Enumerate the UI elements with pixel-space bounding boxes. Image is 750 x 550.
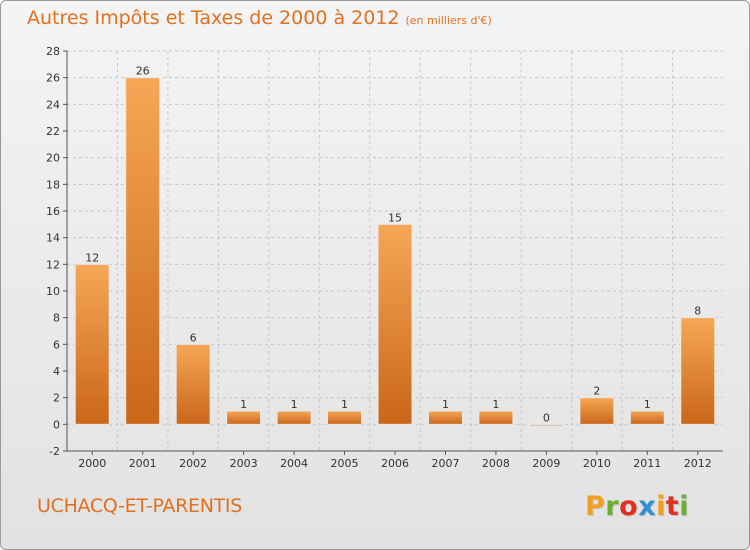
x-tick-label: 2004: [280, 457, 308, 470]
y-tick-label: 10: [46, 285, 60, 298]
x-tick-label: 2011: [633, 457, 661, 470]
bar: [478, 410, 514, 425]
y-tick-label: 24: [46, 98, 60, 111]
commune-name: UCHACQ-ET-PARENTIS: [37, 495, 242, 517]
data-label: 1: [341, 398, 348, 411]
bar: [377, 223, 413, 425]
bar: [175, 343, 211, 425]
chart-title-text: Autres Impôts et Taxes de 2000 à 2012: [27, 7, 400, 29]
bar: [276, 410, 312, 425]
data-label: 2: [593, 385, 600, 398]
data-label: 26: [136, 65, 150, 78]
y-tick-label: 18: [46, 178, 60, 191]
data-label: 8: [694, 305, 701, 318]
chart-title: Autres Impôts et Taxes de 2000 à 2012 (en…: [27, 7, 492, 29]
logo-letter: i: [656, 491, 666, 522]
bar: [226, 410, 262, 425]
x-tick-label: 2001: [129, 457, 157, 470]
bar: [528, 423, 564, 427]
logo-letter: t: [665, 491, 680, 522]
bar: [74, 263, 110, 425]
data-label: 6: [190, 331, 197, 344]
data-label: 1: [240, 398, 247, 411]
y-tick-label: 20: [46, 152, 60, 165]
data-label: 1: [492, 398, 499, 411]
y-tick-label: 28: [46, 45, 60, 58]
bar: [327, 410, 363, 425]
x-tick-label: 2005: [331, 457, 359, 470]
data-label: 1: [442, 398, 449, 411]
data-label: 12: [85, 251, 99, 264]
proxiti-logo: Proxiti: [585, 491, 689, 522]
bar: [579, 397, 615, 425]
y-tick-label: 26: [46, 72, 60, 85]
y-tick-label: 22: [46, 125, 60, 138]
data-label: 1: [291, 398, 298, 411]
x-tick-label: 2003: [230, 457, 258, 470]
logo-letter: P: [585, 491, 606, 522]
x-tick-label: 2009: [532, 457, 560, 470]
y-tick-label: -2: [49, 445, 60, 458]
x-tick-label: 2000: [78, 457, 106, 470]
bar: [125, 77, 161, 425]
bar: [427, 410, 463, 425]
x-tick-label: 2007: [431, 457, 459, 470]
y-tick-label: 2: [53, 392, 60, 405]
bar: [629, 410, 665, 425]
x-tick-label: 2010: [583, 457, 611, 470]
x-tick-label: 2012: [684, 457, 712, 470]
y-tick-label: 14: [46, 232, 60, 245]
x-tick-label: 2008: [482, 457, 510, 470]
bar: [680, 317, 716, 425]
x-tick-label: 2002: [179, 457, 207, 470]
logo-letter: x: [638, 491, 657, 522]
y-tick-label: 8: [53, 312, 60, 325]
data-label: 1: [644, 398, 651, 411]
logo-letter: i: [679, 491, 690, 522]
y-tick-label: 16: [46, 205, 60, 218]
x-tick-label: 2006: [381, 457, 409, 470]
logo-letter: o: [619, 491, 639, 522]
logo-letter: r: [605, 491, 620, 522]
y-tick-label: 6: [53, 338, 60, 351]
data-label: 15: [388, 211, 402, 224]
y-tick-label: 0: [53, 418, 60, 431]
data-label: 0: [543, 411, 550, 424]
y-tick-label: 12: [46, 258, 60, 271]
chart-subtitle: (en milliers d'€): [405, 14, 492, 27]
y-tick-label: 4: [53, 365, 60, 378]
